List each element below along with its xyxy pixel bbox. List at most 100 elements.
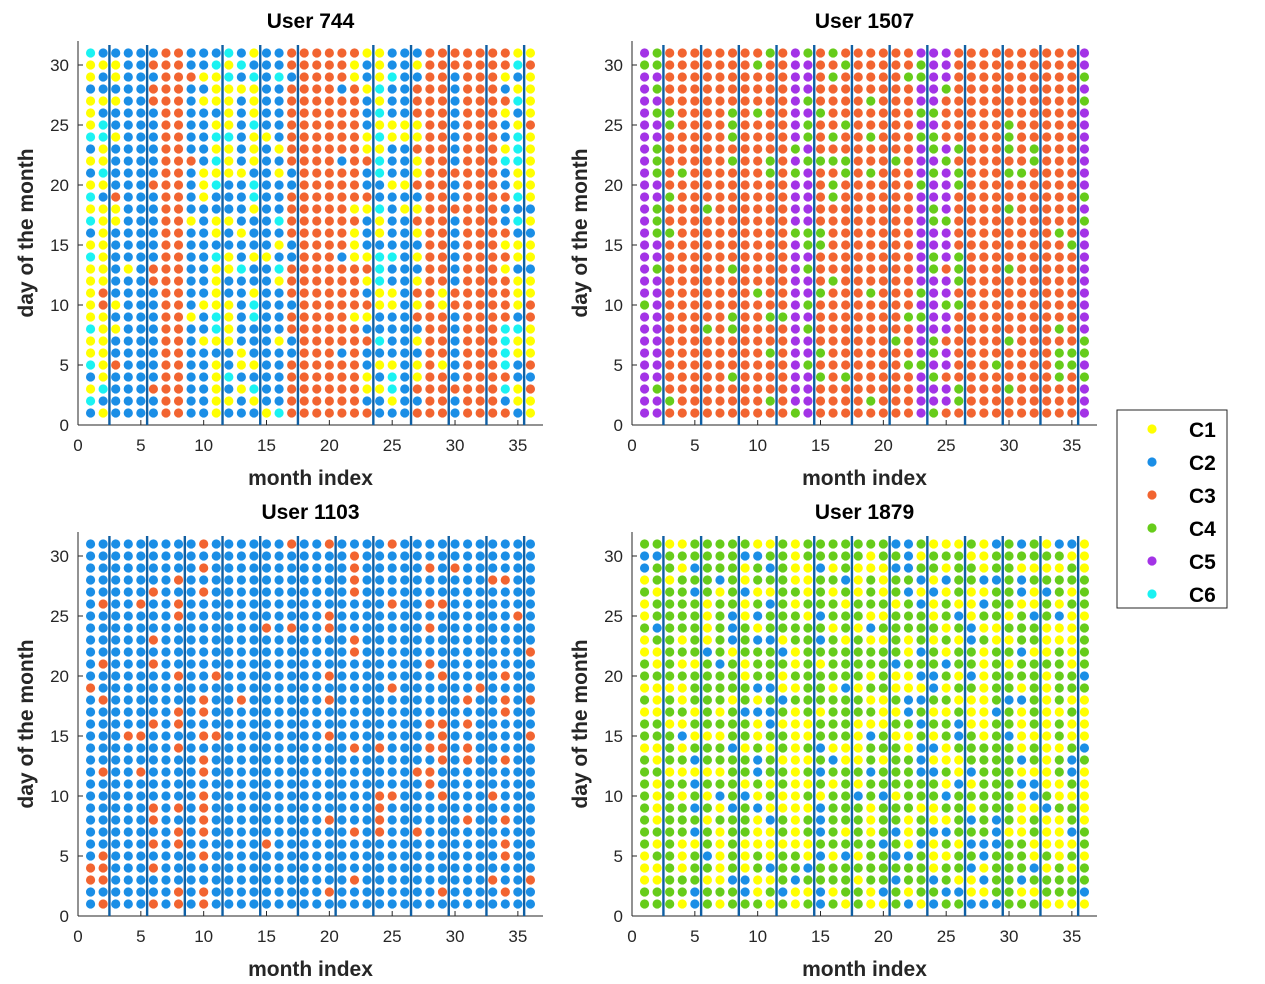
data-point <box>349 731 360 741</box>
data-point <box>652 719 662 729</box>
data-point <box>488 360 498 370</box>
data-point <box>236 887 246 897</box>
data-point <box>966 539 976 549</box>
data-point <box>123 791 133 801</box>
data-point <box>199 587 209 597</box>
data-point <box>123 288 133 298</box>
data-point <box>677 791 687 801</box>
data-point <box>753 755 763 765</box>
data-point <box>299 48 309 58</box>
data-point <box>853 360 863 370</box>
data-point <box>740 839 750 849</box>
data-point <box>85 647 96 657</box>
data-point <box>1004 336 1014 346</box>
data-point <box>891 863 901 873</box>
data-point <box>916 336 926 346</box>
data-point <box>778 324 788 334</box>
data-point <box>261 72 272 82</box>
data-point <box>148 887 159 897</box>
data-point <box>778 384 788 394</box>
data-point <box>299 96 309 106</box>
data-point <box>765 587 775 597</box>
data-point <box>878 671 888 681</box>
data-point <box>299 611 309 621</box>
data-point <box>337 587 347 597</box>
data-point <box>136 731 146 741</box>
data-point <box>652 611 662 621</box>
data-point <box>425 671 435 681</box>
data-point <box>123 647 133 657</box>
data-point <box>1079 851 1090 861</box>
data-point <box>362 252 372 262</box>
data-point <box>274 563 284 573</box>
data-point <box>828 324 838 334</box>
data-point <box>349 288 360 298</box>
data-point <box>513 180 523 190</box>
data-point <box>425 683 435 693</box>
data-point <box>639 683 650 693</box>
data-point <box>173 180 184 190</box>
data-point <box>941 240 951 250</box>
data-point <box>274 192 284 202</box>
data-point <box>362 144 372 154</box>
data-point <box>715 815 725 825</box>
data-point <box>199 851 209 861</box>
data-point <box>324 851 334 861</box>
data-point <box>337 204 347 214</box>
data-point <box>450 899 460 909</box>
data-point <box>815 587 826 597</box>
data-point <box>387 791 397 801</box>
data-point <box>274 863 284 873</box>
data-point <box>690 875 700 885</box>
data-point <box>337 623 347 633</box>
data-point <box>412 839 422 849</box>
data-point <box>677 719 687 729</box>
data-point <box>437 563 448 573</box>
data-point <box>715 240 725 250</box>
data-point <box>853 276 863 286</box>
data-point <box>753 192 763 202</box>
data-point <box>1079 539 1090 549</box>
data-point <box>224 551 234 561</box>
legend-marker-c4 <box>1147 523 1157 533</box>
data-point <box>765 683 775 693</box>
data-point <box>111 731 121 741</box>
data-point <box>1067 707 1077 717</box>
data-point <box>236 563 246 573</box>
data-point <box>903 611 914 621</box>
data-point <box>375 779 385 789</box>
data-point <box>173 324 184 334</box>
data-point <box>828 599 838 609</box>
data-point <box>891 348 901 358</box>
data-point <box>123 408 133 418</box>
data-point <box>98 755 108 765</box>
data-point <box>966 887 976 897</box>
data-point <box>211 300 221 310</box>
data-point <box>525 851 536 861</box>
x-tick-label: 5 <box>690 927 699 946</box>
data-point <box>665 731 675 741</box>
data-point <box>677 72 687 82</box>
data-point <box>991 120 1002 130</box>
data-point <box>236 324 246 334</box>
data-point <box>475 827 485 837</box>
data-point <box>274 899 284 909</box>
data-point <box>929 875 939 885</box>
data-point <box>677 228 687 238</box>
data-point <box>1016 72 1027 82</box>
data-point <box>312 336 322 346</box>
data-point <box>790 156 800 166</box>
data-point <box>853 228 863 238</box>
data-point <box>249 60 259 70</box>
data-point <box>1029 623 1039 633</box>
data-point <box>753 551 763 561</box>
data-point <box>790 168 800 178</box>
data-point <box>475 791 485 801</box>
data-point <box>450 240 460 250</box>
data-point <box>462 719 473 729</box>
data-point <box>841 671 851 681</box>
data-point <box>161 252 171 262</box>
data-point <box>954 180 964 190</box>
data-point <box>1016 779 1027 789</box>
